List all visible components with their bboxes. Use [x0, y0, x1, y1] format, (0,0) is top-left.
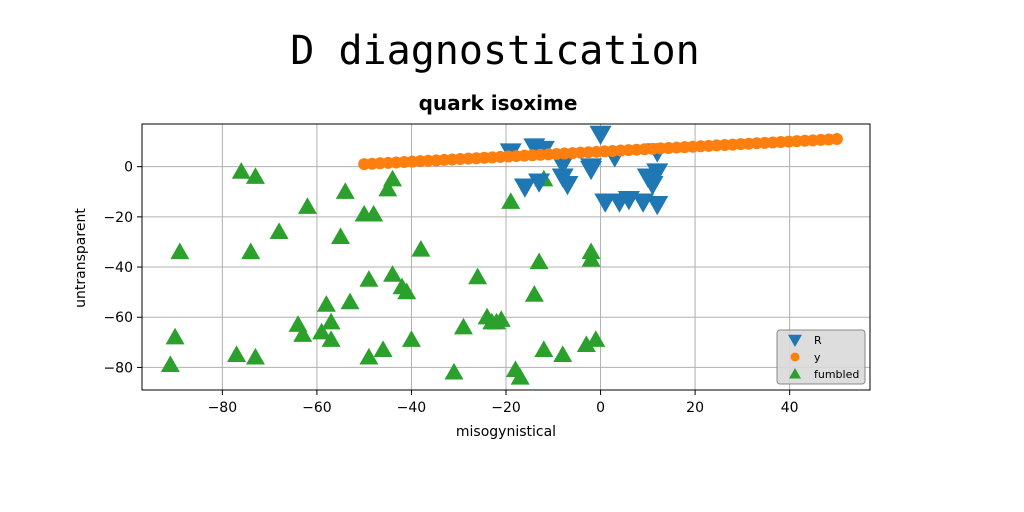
data-point	[491, 310, 511, 327]
data-point	[364, 204, 384, 222]
data-point	[383, 169, 403, 187]
data-point	[383, 265, 403, 282]
x-tick-label: 40	[781, 400, 799, 416]
data-point	[830, 133, 843, 146]
legend-marker	[790, 352, 800, 362]
data-point	[312, 322, 332, 340]
data-point	[580, 160, 603, 181]
data-point	[359, 270, 379, 287]
x-tick-label: −60	[302, 400, 332, 416]
data-point	[411, 239, 431, 257]
legend-label: y	[814, 351, 821, 364]
series-y	[358, 133, 843, 171]
x-axis-ticks: −80 −60 −40 −20 0 20 40	[208, 390, 799, 416]
data-point	[594, 193, 617, 213]
data-point	[373, 340, 393, 357]
y-tick-label: −80	[103, 360, 133, 376]
data-point	[231, 162, 251, 179]
legend-marker	[788, 334, 802, 347]
data-point	[646, 196, 669, 216]
series-layer	[160, 125, 843, 385]
data-point	[316, 295, 336, 312]
x-tick-label: −20	[491, 400, 521, 416]
plot-area	[141, 123, 871, 391]
grid-lines	[142, 124, 870, 390]
y-axis-label: untransparent	[73, 208, 89, 308]
data-point	[501, 192, 521, 209]
data-point	[245, 347, 265, 365]
y-tick-label: −20	[103, 210, 133, 226]
y-axis-ticks: −80 −60 −40 −20 0	[103, 160, 142, 376]
data-point	[576, 335, 596, 352]
data-point	[528, 173, 551, 193]
data-point	[378, 179, 398, 197]
data-point	[335, 182, 355, 199]
data-point	[170, 242, 190, 260]
y-tick-label: 0	[124, 160, 133, 176]
data-point	[160, 355, 180, 373]
data-point	[397, 282, 417, 300]
y-tick-label: −40	[103, 260, 133, 276]
data-point	[331, 227, 351, 245]
data-point	[321, 312, 341, 330]
x-tick-label: 20	[686, 400, 704, 416]
x-tick-label: −80	[208, 400, 238, 416]
data-point	[241, 242, 261, 260]
data-point	[556, 175, 579, 196]
data-point	[534, 340, 554, 357]
data-point	[586, 330, 606, 347]
y-tick-label: −60	[103, 310, 133, 326]
data-point	[468, 267, 488, 285]
data-point	[529, 252, 549, 270]
data-point	[513, 178, 536, 198]
data-point	[165, 327, 185, 345]
data-point	[453, 317, 473, 335]
data-point	[444, 362, 464, 380]
x-tick-label: −40	[397, 400, 427, 416]
data-point	[551, 155, 574, 176]
data-point	[340, 292, 360, 310]
data-point	[524, 285, 544, 302]
data-point	[245, 167, 265, 184]
data-point	[269, 222, 289, 240]
legend-label: R	[814, 334, 822, 347]
data-point	[589, 125, 612, 146]
legend-marker	[789, 368, 801, 379]
data-point	[553, 345, 573, 362]
data-point	[297, 197, 317, 214]
chart-title: quark isoxime	[419, 91, 578, 115]
legend-box	[776, 329, 866, 385]
data-point	[293, 325, 313, 342]
chart-suptitle: D diagnostication	[290, 28, 699, 74]
x-tick-label: 0	[596, 400, 605, 416]
data-point	[401, 330, 421, 347]
series-fumbled	[160, 162, 606, 385]
data-point	[359, 347, 379, 365]
data-point	[646, 163, 669, 183]
x-axis-label: misogynistical	[456, 424, 556, 440]
data-point	[321, 330, 341, 347]
data-point	[227, 345, 247, 362]
data-point	[581, 242, 601, 260]
legend-label: fumbled	[814, 368, 859, 381]
data-point	[510, 367, 530, 385]
legend: Ry fumbled	[776, 329, 866, 385]
